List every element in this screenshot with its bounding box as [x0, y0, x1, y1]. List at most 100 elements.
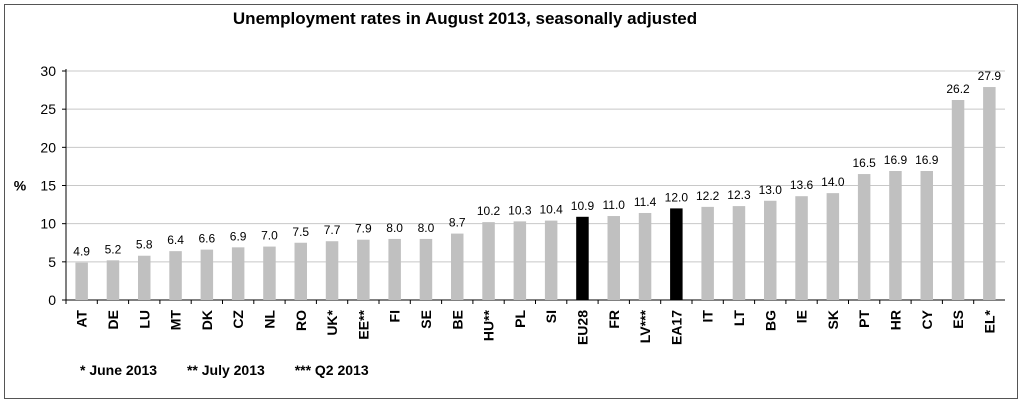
x-tick-label: SE [418, 310, 434, 329]
bar-ro [294, 242, 307, 300]
data-label: 6.6 [199, 232, 216, 246]
data-label: 10.9 [571, 199, 595, 213]
data-label: 5.8 [136, 238, 153, 252]
data-label: 7.5 [292, 225, 309, 239]
data-label: 27.9 [978, 69, 1002, 83]
data-label: 16.5 [852, 156, 876, 170]
data-label: 5.2 [105, 242, 122, 256]
bar-hu [482, 222, 495, 300]
data-label: 14.0 [821, 175, 845, 189]
data-label: 12.3 [727, 188, 751, 202]
footnotes: * June 2013 ** July 2013 *** Q2 2013 [80, 362, 395, 378]
chart-frame [4, 4, 1018, 399]
chart-title: Unemployment rates in August 2013, seaso… [232, 9, 698, 28]
x-tick-label: LT [731, 310, 747, 327]
x-tick-label: NL [261, 310, 277, 329]
bar-nl [263, 246, 276, 300]
data-label: 6.4 [167, 233, 184, 247]
bar-cz [231, 247, 245, 300]
bar-ie [795, 196, 808, 300]
bar-mt [169, 251, 182, 300]
x-tick-label: MT [168, 310, 184, 331]
data-label: 16.9 [915, 153, 939, 167]
bar-cy [920, 170, 933, 300]
data-label: 16.9 [884, 153, 908, 167]
x-tick-label: BE [449, 310, 465, 329]
bar-pl [513, 221, 527, 300]
data-label: 11.0 [603, 198, 626, 212]
data-label: 11.4 [634, 195, 657, 209]
x-tick-label: FI [387, 310, 403, 322]
x-tick-label: SK [825, 310, 841, 329]
bar-el [983, 87, 996, 300]
bar-eu28 [576, 216, 589, 300]
bar-de [106, 260, 120, 300]
x-tick-label: IT [700, 310, 716, 323]
y-tick-label: 15 [40, 178, 56, 194]
y-tick-label: 0 [48, 292, 56, 308]
bar-sk [826, 193, 840, 300]
x-tick-label: BG [762, 310, 778, 331]
x-tick-label: CZ [230, 310, 246, 329]
data-label: 7.7 [324, 223, 341, 237]
bar-lt [732, 206, 746, 300]
bar-lu [138, 255, 151, 300]
y-tick-label: 30 [40, 63, 56, 79]
data-label: 13.6 [790, 178, 814, 192]
bar-bg [764, 200, 777, 300]
bar-se [419, 238, 433, 300]
data-label: 7.0 [261, 229, 278, 243]
x-tick-label: FR [606, 310, 622, 329]
x-tick-label: HR [887, 310, 903, 330]
y-axis-label: % [14, 178, 27, 194]
data-label: 8.0 [418, 221, 435, 235]
data-label: 26.2 [946, 82, 970, 96]
x-tick-label: EL* [981, 309, 997, 333]
bar-dk [200, 249, 214, 300]
bar-at [75, 262, 88, 300]
footnote-june: * June 2013 [80, 362, 158, 378]
x-tick-label: CY [919, 309, 935, 329]
x-tick-label: ES [950, 310, 966, 329]
x-tick-label: LU [136, 310, 152, 329]
y-tick-label: 20 [40, 139, 56, 155]
x-tick-label: IE [794, 310, 810, 323]
x-tick-label: EU28 [574, 310, 590, 345]
data-label: 12.0 [665, 190, 689, 204]
bar-fi [388, 238, 401, 300]
data-label: 13.0 [759, 183, 783, 197]
bar-es [951, 100, 965, 300]
y-tick-label: 5 [48, 254, 56, 270]
x-tick-label: DK [199, 310, 215, 330]
data-label: 6.9 [230, 229, 247, 243]
x-tick-label: DE [105, 310, 121, 329]
bar-lv [638, 212, 652, 300]
x-tick-label: EE** [355, 309, 371, 339]
x-tick-label: PL [512, 310, 528, 328]
footnote-july: ** July 2013 [186, 362, 265, 378]
x-tick-label: UK* [324, 309, 340, 335]
bar-be [451, 233, 464, 300]
x-tick-label: PT [856, 310, 872, 328]
data-label: 8.0 [386, 221, 403, 235]
data-label: 10.4 [539, 203, 563, 217]
data-label: 10.2 [477, 204, 501, 218]
x-tick-label: SI [543, 310, 559, 323]
bar-ee [357, 239, 370, 300]
x-tick-label: AT [74, 310, 90, 328]
x-tick-label: HU** [481, 309, 497, 341]
data-label: 7.9 [355, 222, 372, 236]
bar-ea17 [670, 208, 683, 300]
x-tick-label: EA17 [668, 310, 684, 345]
x-tick-label: LV*** [637, 309, 653, 343]
bar-hr [889, 170, 902, 300]
bar-si [544, 220, 558, 300]
y-tick-label: 25 [40, 101, 56, 117]
y-tick-label: 10 [40, 216, 56, 232]
bar-pt [857, 174, 871, 300]
x-tick-label: RO [293, 310, 309, 331]
bar-it [701, 206, 714, 300]
bar-fr [607, 216, 620, 300]
data-label: 4.9 [73, 245, 90, 259]
